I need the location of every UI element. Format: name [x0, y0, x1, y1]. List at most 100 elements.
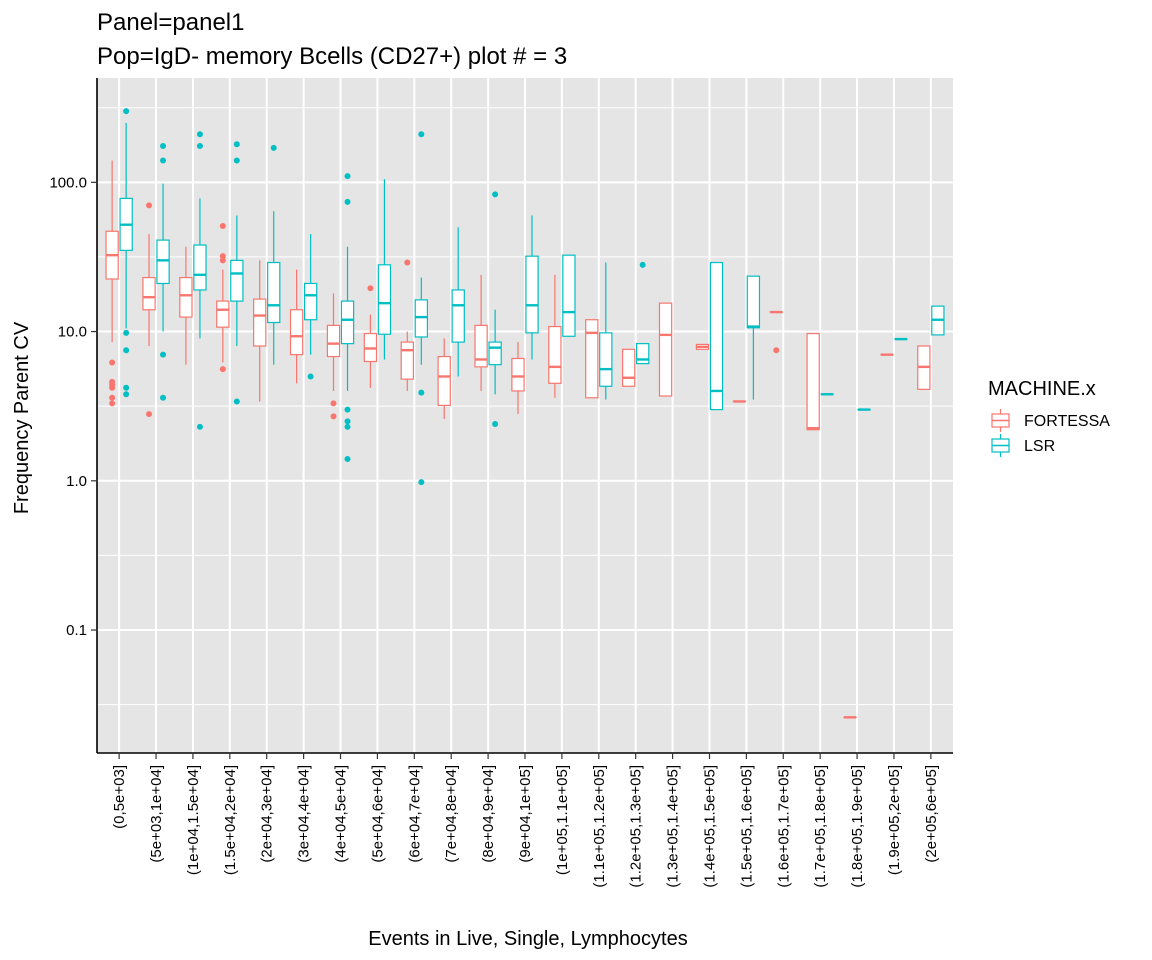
x-tick-label: (4e+04,5e+04]: [333, 765, 350, 863]
box-fortessa: [105, 160, 119, 407]
box-outlier: [492, 191, 499, 198]
box-outlier: [146, 411, 153, 418]
box-outlier: [146, 202, 153, 209]
box-lsr: [303, 234, 318, 380]
box-fortessa: [400, 259, 414, 391]
x-tick-label: (1.9e+05,2e+05]: [886, 765, 903, 875]
x-tick-label: (1.7e+05,1.8e+05]: [812, 765, 829, 888]
box-outlier: [639, 261, 646, 268]
box-lsr: [414, 131, 429, 486]
box-body: [414, 299, 429, 338]
legend-title: MACHINE.x: [988, 378, 1096, 400]
box-fortessa: [658, 302, 673, 397]
box-outlier: [123, 391, 130, 398]
box-outlier: [196, 143, 203, 150]
box-outlier: [123, 108, 130, 115]
box-body: [599, 332, 613, 387]
box-lsr: [377, 179, 392, 360]
box-fortessa: [511, 342, 525, 415]
box-outlier: [219, 366, 226, 373]
box-fortessa: [289, 269, 304, 384]
box-outlier: [123, 347, 130, 354]
box-lsr: [488, 191, 502, 428]
box-fortessa: [917, 345, 931, 390]
x-tick-label: (5e+03,1e+04]: [148, 765, 165, 863]
legend-item-fortessa: FORTESSA: [988, 408, 1110, 433]
box-fortessa: [216, 222, 230, 373]
x-tick-label: (1.5e+04,2e+04]: [222, 765, 239, 875]
box-outlier: [233, 141, 240, 148]
box-outlier: [344, 455, 351, 462]
x-tick-label: (1.4e+05,1.5e+05]: [701, 765, 718, 888]
x-tick-label: (9e+04,1e+05]: [517, 765, 534, 863]
box-body: [525, 255, 539, 334]
box-body: [253, 298, 267, 347]
x-tick-label: (2e+05,6e+05]: [923, 765, 940, 863]
y-tick-label: 10.0: [58, 324, 87, 341]
box-lsr: [119, 108, 133, 398]
box-body: [326, 324, 341, 358]
box-outlier: [123, 384, 130, 391]
box-fortessa: [806, 332, 820, 431]
box-outlier: [160, 394, 167, 401]
box-outlier: [270, 144, 277, 151]
box-body: [193, 244, 207, 291]
box-outlier: [330, 413, 337, 420]
box-outlier: [418, 479, 425, 486]
box-lsr: [636, 261, 650, 365]
box-body: [289, 309, 304, 356]
box-body: [488, 341, 502, 366]
x-tick-label: (7e+04,8e+04]: [443, 765, 460, 863]
legend-label: LSR: [1024, 438, 1055, 455]
box-fortessa: [179, 246, 193, 365]
box-outlier: [219, 222, 226, 229]
box-outlier: [307, 373, 314, 380]
box-body: [548, 325, 562, 384]
box-outlier: [344, 198, 351, 205]
box-outlier: [330, 400, 337, 407]
box-body: [511, 357, 525, 392]
box-body: [230, 259, 244, 302]
x-tick-label: (1.2e+05,1.3e+05]: [628, 765, 645, 888]
box-lsr: [156, 143, 170, 401]
box-outlier: [233, 157, 240, 164]
box-fortessa: [326, 293, 341, 420]
box-body: [474, 324, 488, 368]
box-outlier: [219, 253, 226, 260]
box-body: [156, 239, 170, 285]
box-outlier: [418, 131, 425, 138]
x-tick-label: (0,5e+03]: [111, 765, 128, 829]
x-tick-label: (1e+05,1.1e+05]: [554, 765, 571, 875]
x-tick-label: (8e+04,9e+04]: [480, 765, 497, 863]
box-lsr: [709, 261, 724, 411]
box-body: [179, 276, 193, 318]
box-body: [142, 276, 156, 311]
box-fortessa: [548, 274, 562, 398]
x-tick-label: (6e+04,7e+04]: [406, 765, 423, 863]
box-fortessa: [363, 285, 378, 388]
box-outlier: [109, 359, 116, 366]
box-outlier: [109, 384, 116, 391]
box-outlier: [344, 173, 351, 180]
box-lsr: [193, 131, 207, 430]
box-fortessa: [474, 274, 488, 391]
box-lsr: [230, 141, 244, 405]
box-body: [216, 300, 230, 328]
box-outlier: [233, 398, 240, 405]
box-fortessa: [769, 310, 783, 354]
box-body: [621, 348, 636, 387]
box-outlier: [344, 406, 351, 413]
box-outlier: [418, 389, 425, 396]
legend-item-lsr: LSR: [988, 433, 1055, 458]
box-body: [709, 261, 724, 411]
box-fortessa: [437, 338, 451, 419]
chart-title: Panel=panel1: [97, 9, 244, 36]
box-fortessa: [585, 319, 599, 399]
box-body: [377, 264, 392, 335]
x-tick-label: (1.1e+05,1.2e+05]: [591, 765, 608, 888]
box-lsr: [931, 305, 945, 336]
x-tick-label: (1.8e+05,1.9e+05]: [849, 765, 866, 888]
box-fortessa: [621, 348, 636, 387]
box-body: [746, 275, 761, 329]
